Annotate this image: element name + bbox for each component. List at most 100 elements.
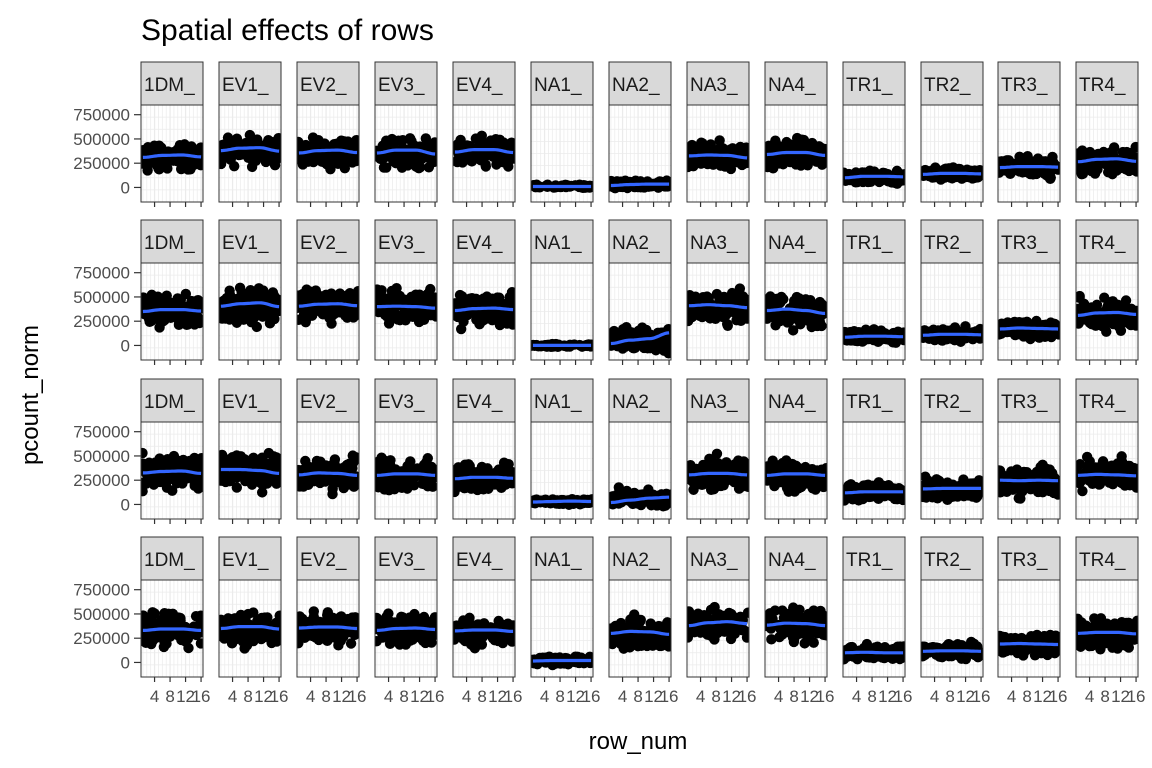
data-point [892,326,904,337]
data-point [784,315,795,326]
data-point [274,457,281,468]
facet-strip-label: NA4_ [768,233,816,254]
panel-border [530,421,594,520]
smooth-trend-line [220,146,280,153]
data-point [494,480,506,491]
data-point [141,144,149,156]
data-point [248,312,259,324]
smooth-trend-line [454,306,514,313]
data-point [246,161,258,173]
data-point [1087,303,1099,314]
data-point [1035,325,1047,336]
panel-grid [219,105,281,202]
data-point [151,313,163,324]
panel-border [374,262,438,361]
data-point [219,158,227,170]
smooth-trend-line [610,182,670,188]
panel-grid [531,263,593,360]
smooth-trend-line [298,471,358,477]
data-point [231,482,243,493]
data-point [781,136,792,148]
facet-strip-label: TR2_ [924,75,971,96]
data-point [1089,168,1101,179]
smooth-trend-line [220,301,280,309]
facet-panel: EV2_ [296,219,360,365]
panel-border [140,104,204,203]
facet-strip [686,219,750,264]
data-point [467,298,479,309]
data-point [701,293,713,304]
data-point [298,154,309,165]
facet-strip-label: TR3_ [1001,233,1048,254]
data-point [787,325,799,336]
data-point [696,137,707,148]
panel-border [218,262,282,361]
facet-panel: TR3_ [997,219,1061,365]
facet-panel: EV1_ [218,378,282,524]
data-point [814,316,826,327]
facet-strip [374,219,438,264]
facet-strip-label: NA3_ [690,75,738,96]
data-point [254,470,266,481]
data-point [297,474,309,485]
panel-border [452,421,516,520]
facet-panel: EV1_ [218,219,282,365]
facet-strip-label: NA2_ [612,392,660,413]
facet-strip-label: TR1_ [846,233,893,254]
panel-border [530,262,594,361]
data-point [271,478,281,489]
data-point [720,309,732,321]
data-point [336,135,347,147]
y-axis-title: pcount_norm [17,325,44,465]
facet-panel: 1DM_ [140,378,204,524]
data-point [453,138,464,150]
facet-strip-label: NA3_ [690,233,738,254]
panel-border [296,262,360,361]
data-point [701,155,713,166]
facet-strip-label: EV3_ [378,392,425,413]
data-point [770,135,781,146]
data-point [311,455,323,467]
data-point [314,150,326,162]
data-point [1086,318,1097,330]
facet-strip-label: EV2_ [300,233,347,254]
smooth-trend-line [1077,157,1137,164]
data-point [687,144,698,155]
data-point [297,290,304,301]
data-point [425,283,436,295]
facet-panel: NA4_ [764,61,828,207]
data-points [297,450,359,500]
data-point [397,134,408,146]
panel-grid [141,263,203,360]
data-point [420,133,432,144]
data-point [714,135,725,146]
panel-border [218,421,282,520]
data-point [189,319,200,330]
facet-strip-label: NA4_ [768,75,816,96]
y-tick-label: 0 [121,178,130,197]
y-tick-label: 250000 [73,154,130,173]
data-point [798,157,809,168]
data-point [252,140,263,152]
smooth-trend-line [766,150,826,157]
panel-border [686,262,750,361]
data-point [321,159,333,170]
panel-border [997,262,1061,361]
facet-panel: EV3_ [374,61,438,207]
data-point [476,461,488,473]
smooth-trend-line [688,303,748,310]
data-point [348,306,359,317]
data-point [721,318,733,330]
data-point [661,336,671,347]
panel-border [140,262,204,361]
data-point [501,298,512,309]
data-point [408,473,419,485]
facet-panel: NA1_ [530,61,594,207]
data-point [177,474,189,486]
facet-strip-label: NA2_ [612,75,660,96]
facet-strip-label: TR4_ [1079,75,1126,96]
facet-strip [842,61,906,106]
data-point [150,157,161,169]
data-point [396,158,408,170]
